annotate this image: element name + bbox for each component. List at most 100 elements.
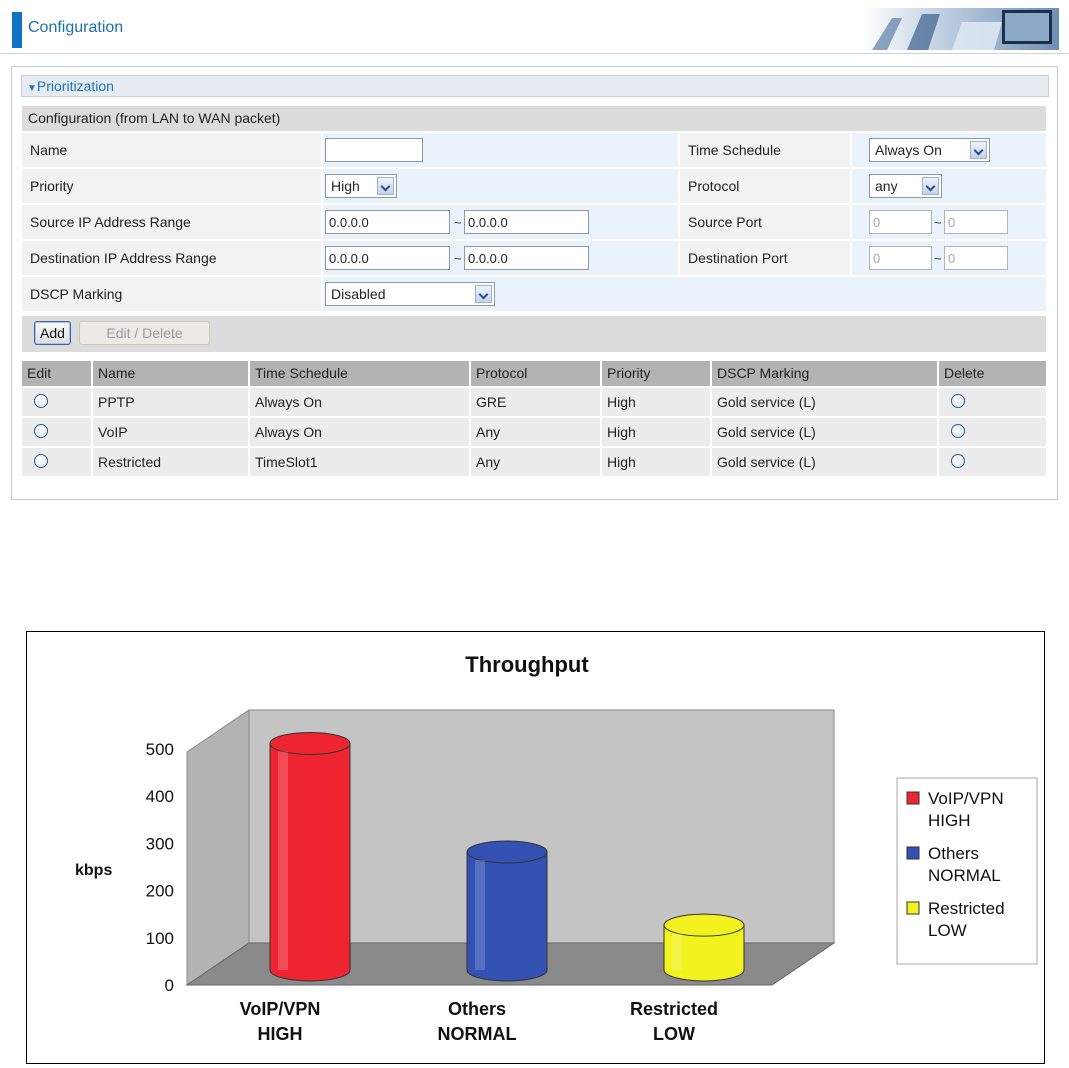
source-ip-label: Source IP Address Range	[30, 214, 191, 230]
source-port-label: Source Port	[688, 214, 762, 230]
throughput-chart-svg: Throughput kbps 0 100 200 300 400 500 VoIP/VP…	[75, 652, 1038, 1044]
bar-body	[466, 851, 548, 982]
edit-radio[interactable]	[34, 424, 48, 438]
section-title: Prioritization	[36, 78, 114, 94]
row-schedule: TimeSlot1	[255, 454, 318, 470]
chart-legend-box	[896, 777, 1038, 965]
table-row: VoIP Always On Any High Gold service (L)	[22, 418, 1046, 446]
bar-top	[466, 840, 548, 864]
legend-label: Others	[928, 844, 979, 863]
form-row-source: Source IP Address Range ~ Source Port ~	[22, 205, 1046, 239]
row-schedule: Always On	[255, 424, 322, 440]
row-protocol: Any	[476, 424, 501, 440]
prioritization-panel: ▼Prioritization Configuration (from LAN …	[11, 66, 1058, 500]
dscp-select[interactable]: Disabled	[325, 282, 495, 306]
legend-swatch	[906, 791, 920, 805]
col-name: Name	[98, 365, 136, 381]
dscp-label: DSCP Marking	[30, 286, 123, 302]
chart-title: Throughput	[465, 652, 589, 677]
priority-select[interactable]: High	[325, 174, 397, 198]
bar	[663, 913, 745, 982]
protocol-select[interactable]: any	[869, 174, 942, 198]
row-priority: High	[607, 394, 636, 410]
protocol-value: any	[875, 178, 898, 194]
page-title: Configuration	[28, 19, 124, 36]
edit-delete-button[interactable]: Edit / Delete	[79, 321, 210, 345]
x-tick-label: HIGH	[258, 1024, 303, 1044]
destination-ip-start-input[interactable]	[325, 246, 450, 270]
table-row: PPTP Always On GRE High Gold service (L)	[22, 388, 1046, 416]
col-time-schedule: Time Schedule	[255, 365, 348, 381]
legend-label: HIGH	[928, 811, 971, 830]
row-name: Restricted	[98, 454, 162, 470]
config-subheading: Configuration (from LAN to WAN packet)	[22, 106, 1046, 131]
source-port-start-input[interactable]	[869, 210, 932, 234]
y-tick-label: 200	[146, 882, 174, 901]
col-delete: Delete	[944, 365, 985, 381]
range-separator: ~	[934, 251, 942, 266]
col-dscp-marking: DSCP Marking	[717, 365, 810, 381]
col-edit: Edit	[27, 365, 52, 381]
form-row-priority: Priority High Protocol any	[22, 169, 1046, 203]
name-input[interactable]	[325, 138, 423, 162]
protocol-label: Protocol	[688, 178, 740, 194]
form-row-dscp: DSCP Marking Disabled	[22, 277, 1046, 311]
bar	[466, 840, 548, 982]
bar	[269, 731, 351, 982]
throughput-chart: Throughput kbps 0 100 200 300 400 500 VoIP/VP…	[26, 631, 1045, 1064]
range-separator: ~	[934, 215, 942, 230]
row-dscp: Gold service (L)	[717, 454, 816, 470]
button-bar: Add Edit / Delete	[22, 316, 1046, 352]
delete-radio[interactable]	[951, 424, 965, 438]
header-divider	[0, 53, 1069, 54]
source-ip-start-input[interactable]	[325, 210, 450, 234]
chevron-down-icon	[377, 177, 394, 195]
legend-label: VoIP/VPN	[928, 789, 1004, 808]
y-tick-label: 100	[146, 929, 174, 948]
prioritization-section-header[interactable]: ▼Prioritization	[21, 75, 1049, 97]
source-ip-end-input[interactable]	[464, 210, 589, 234]
legend-label: Restricted	[928, 899, 1005, 918]
priority-value: High	[331, 178, 360, 194]
col-protocol: Protocol	[476, 365, 528, 381]
collapse-triangle-icon: ▼	[27, 83, 37, 94]
priority-label: Priority	[30, 178, 74, 194]
legend-label: LOW	[928, 921, 967, 940]
y-tick-label: 0	[165, 976, 174, 995]
y-tick-label: 300	[146, 834, 174, 853]
row-schedule: Always On	[255, 394, 322, 410]
x-tick-label: NORMAL	[438, 1024, 517, 1044]
legend-swatch	[906, 846, 920, 860]
x-tick-label: Restricted	[630, 999, 718, 1019]
destination-port-end-input[interactable]	[944, 246, 1008, 270]
edit-radio[interactable]	[34, 394, 48, 408]
row-priority: High	[607, 424, 636, 440]
name-label: Name	[30, 142, 68, 158]
row-dscp: Gold service (L)	[717, 394, 816, 410]
bar-top	[269, 731, 351, 755]
time-schedule-select[interactable]: Always On	[869, 138, 990, 162]
add-button[interactable]: Add	[34, 321, 71, 345]
source-port-end-input[interactable]	[944, 210, 1008, 234]
header-office-graphic-icon	[862, 8, 1059, 50]
form-row-name: Name Time Schedule Always On	[22, 133, 1046, 167]
range-separator: ~	[454, 251, 462, 266]
bar-body	[663, 924, 745, 982]
destination-ip-end-input[interactable]	[464, 246, 589, 270]
destination-ip-label: Destination IP Address Range	[30, 250, 217, 266]
edit-radio[interactable]	[34, 454, 48, 468]
destination-port-start-input[interactable]	[869, 246, 932, 270]
range-separator: ~	[454, 215, 462, 230]
col-priority: Priority	[607, 365, 651, 381]
delete-radio[interactable]	[951, 394, 965, 408]
bar-top	[663, 913, 745, 937]
chevron-down-icon	[922, 177, 939, 195]
delete-radio[interactable]	[951, 454, 965, 468]
bar-body	[269, 742, 351, 982]
config-subheading-text: Configuration (from LAN to WAN packet)	[28, 110, 281, 126]
legend-swatch	[906, 901, 920, 915]
row-name: VoIP	[98, 424, 128, 440]
header-accent-bar	[12, 12, 22, 48]
row-protocol: GRE	[476, 394, 507, 410]
row-priority: High	[607, 454, 636, 470]
